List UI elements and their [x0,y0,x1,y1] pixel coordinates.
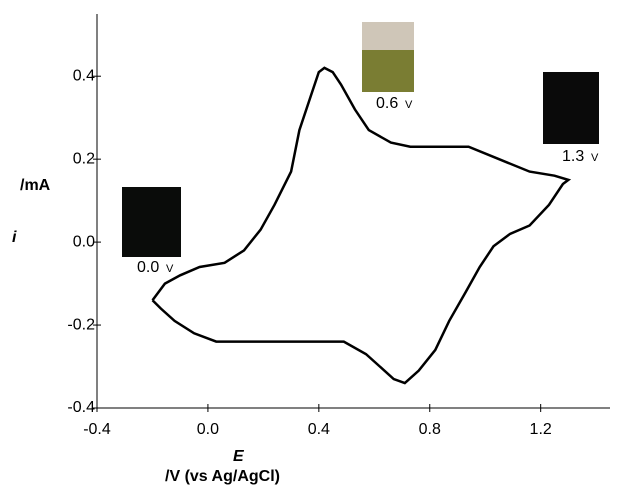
x-axis-symbol: E [233,448,245,465]
x-tick-label: -0.4 [83,421,111,438]
x-tick-label: 0.4 [308,421,330,438]
annotation-unit: V [166,263,174,275]
x-tick-label: 0.0 [197,421,219,438]
y-axis-unit: /mA [20,177,51,194]
y-tick-label: -0.2 [67,316,95,333]
y-tick-label: 0.4 [73,67,95,84]
annotation-unit: V [591,152,599,164]
annotation: 1.3 [562,148,584,165]
x-tick-label: 0.8 [419,421,441,438]
y-axis-symbol: i [12,229,17,246]
y-tick-label: 0.0 [73,233,95,250]
y-tick-label: 0.2 [73,150,95,167]
annotation: 0.0 [137,259,159,276]
x-axis-unit: /V (vs Ag/AgCl) [165,468,280,485]
photo-inset [122,22,599,257]
annotation-unit: V [405,99,413,111]
x-tick-label: 1.2 [530,421,552,438]
annotation: 0.6 [376,95,398,112]
y-tick-label: -0.4 [67,399,95,416]
cv-curve [151,66,572,385]
